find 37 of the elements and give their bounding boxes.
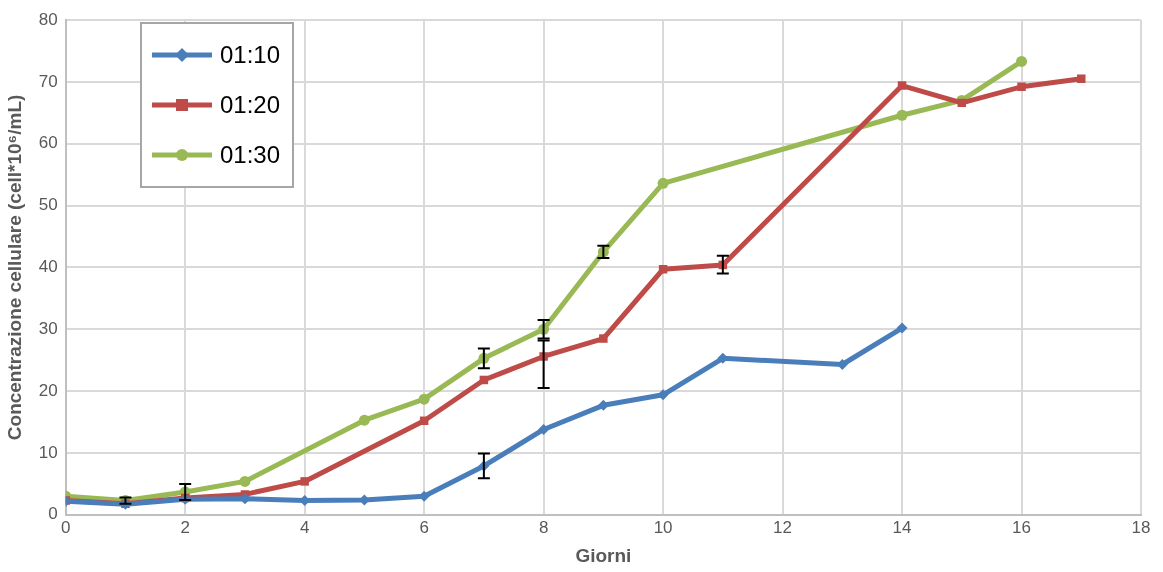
point <box>1017 82 1026 92</box>
x-tick-label: 2 <box>180 517 190 537</box>
x-tick-label: 0 <box>60 517 71 537</box>
point <box>538 423 550 435</box>
legend-label: 01:30 <box>220 141 281 169</box>
x-tick-label: 4 <box>299 517 310 537</box>
y-tick-label: 30 <box>38 318 58 338</box>
point <box>300 477 309 486</box>
y-tick-label: 80 <box>38 9 58 29</box>
y-tick-label: 60 <box>38 133 58 153</box>
y-tick-label: 20 <box>38 380 58 400</box>
point <box>1016 55 1028 67</box>
point <box>896 109 908 121</box>
x-tick-label: 14 <box>892 517 912 537</box>
x-tick-label: 10 <box>653 517 673 537</box>
point <box>657 177 669 189</box>
x-tick-label: 16 <box>1012 517 1031 537</box>
y-tick-label: 50 <box>38 195 58 215</box>
point <box>896 322 908 334</box>
x-tick-label: 12 <box>773 517 793 537</box>
y-axis-title: Concentrazione cellulare (cell*10⁶/mL) <box>3 94 25 441</box>
x-axis-title: Giorni <box>575 544 632 566</box>
y-tick-label: 10 <box>38 442 58 462</box>
legend-label: 01:10 <box>220 41 281 69</box>
point <box>358 414 370 426</box>
point <box>418 393 430 405</box>
legend-label: 01:20 <box>220 91 281 119</box>
point <box>599 334 608 343</box>
point <box>239 475 251 487</box>
y-tick-label: 70 <box>38 71 58 91</box>
x-tick-label: 6 <box>419 517 429 537</box>
y-tick-label: 0 <box>48 504 58 524</box>
y-tick-label: 40 <box>38 257 58 277</box>
x-tick-label: 8 <box>538 517 549 537</box>
point <box>1077 74 1086 83</box>
x-tick-label: 18 <box>1131 517 1151 537</box>
point <box>897 81 907 90</box>
